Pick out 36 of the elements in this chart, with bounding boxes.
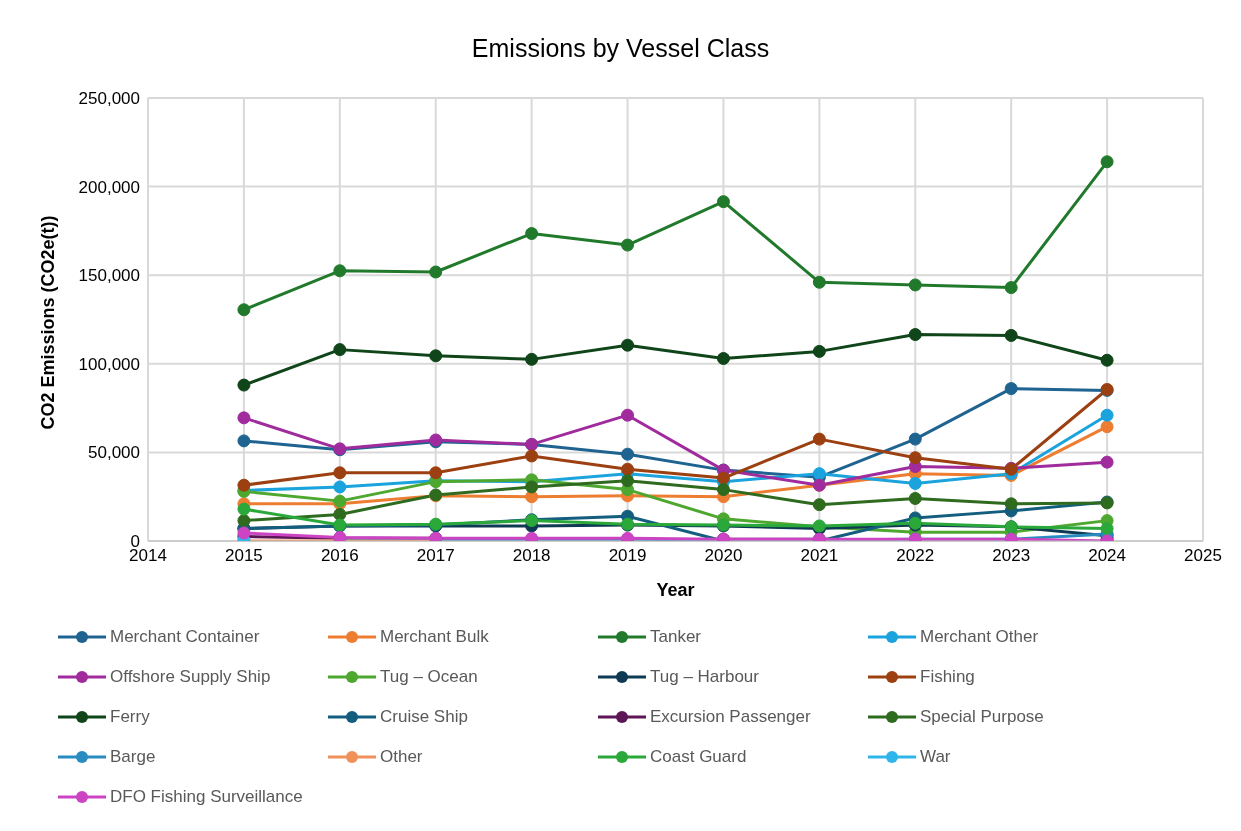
x-axis-title: Year	[656, 580, 695, 600]
legend-label: Tug – Ocean	[380, 667, 478, 687]
x-tick-label: 2025	[1184, 546, 1222, 566]
legend-label: Merchant Container	[110, 627, 260, 647]
x-tick-label: 2021	[800, 546, 839, 566]
legend-label: Other	[380, 747, 423, 767]
y-tick-label: 100,000	[78, 354, 140, 374]
x-tick-label: 2024	[1088, 546, 1127, 566]
legend-label: Offshore Supply Ship	[110, 667, 271, 687]
legend-label: Tanker	[650, 627, 702, 647]
y-tick-label: 200,000	[78, 177, 140, 197]
x-tick-label: 2016	[320, 546, 359, 566]
legend-label: Cruise Ship	[380, 707, 468, 727]
legend-label: Merchant Bulk	[380, 627, 489, 647]
legend-label: Excursion Passenger	[650, 707, 811, 727]
x-tick-label: 2022	[896, 546, 935, 566]
x-tick-label: 2015	[225, 546, 263, 566]
x-tick-label: 2017	[416, 546, 455, 566]
y-tick-label: 150,000	[78, 266, 140, 286]
chart-title: Emissions by Vessel Class	[470, 34, 771, 63]
legend-label: Special Purpose	[920, 707, 1044, 727]
legend-label: War	[920, 747, 951, 767]
legend-label: Tug – Harbour	[650, 667, 759, 687]
y-axis-title: CO2 Emissions (CO2e(t))	[38, 215, 59, 430]
legend-label: Coast Guard	[650, 747, 747, 767]
legend-label: Ferry	[110, 707, 150, 727]
x-tick-label: 2018	[512, 546, 551, 566]
x-tick-label: 2020	[704, 546, 743, 566]
y-tick-label: 50,000	[88, 443, 140, 463]
x-tick-label: 2019	[608, 546, 647, 566]
y-tick-label: 250,000	[78, 89, 140, 109]
legend-label: DFO Fishing Surveillance	[110, 787, 303, 807]
legend-label: Fishing	[920, 667, 975, 687]
legend-label: Barge	[110, 747, 156, 767]
x-tick-label: 2023	[992, 546, 1031, 566]
legend-label: Merchant Other	[920, 627, 1039, 647]
